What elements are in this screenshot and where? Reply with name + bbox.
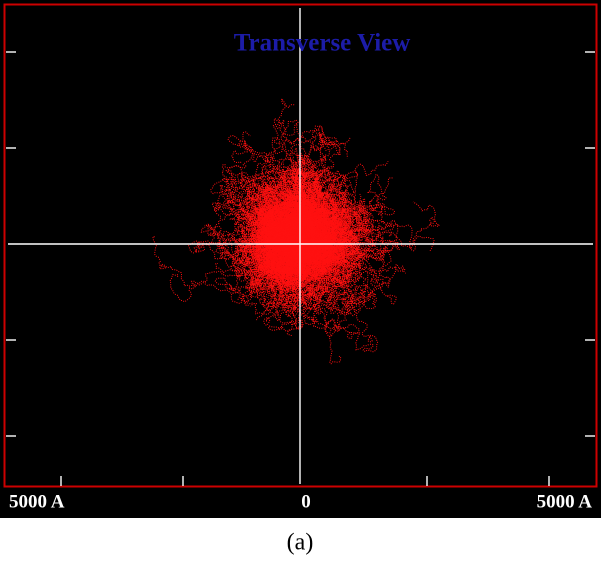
figure-caption: (a) <box>287 530 314 556</box>
crosshair <box>8 8 593 484</box>
axis-label-center: 0 <box>301 491 311 512</box>
axis-label-right: 5000 A <box>537 491 593 512</box>
tick-marks <box>6 51 595 486</box>
axis-label-left: 5000 A <box>9 491 65 512</box>
plot-title: Transverse View <box>234 30 411 57</box>
